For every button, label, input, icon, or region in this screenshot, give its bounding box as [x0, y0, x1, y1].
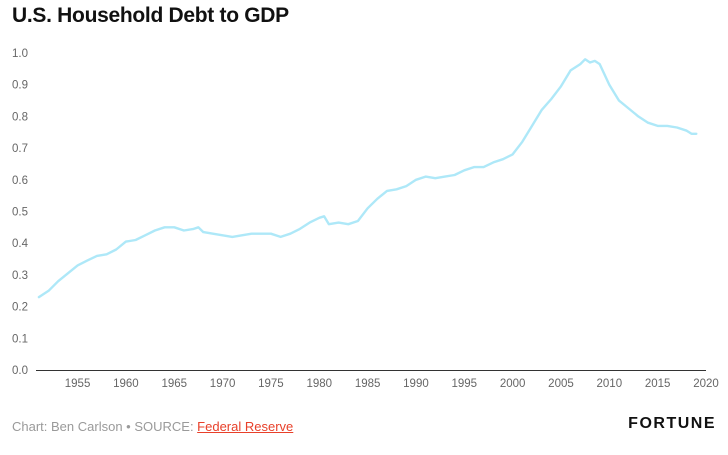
- x-tick-label: 1980: [306, 378, 332, 390]
- x-tick-label: 1975: [258, 378, 284, 390]
- x-tick-label: 1990: [403, 378, 429, 390]
- x-tick-label: 2015: [645, 378, 671, 390]
- chart-title: U.S. Household Debt to GDP: [12, 4, 289, 27]
- y-tick-label: 0.1: [12, 333, 28, 345]
- y-tick-label: 0.7: [12, 143, 28, 155]
- x-tick-label: 2020: [693, 378, 719, 390]
- y-tick-label: 0.0: [12, 365, 28, 377]
- chart-credit: Chart: Ben Carlson • SOURCE: Federal Res…: [12, 419, 293, 434]
- x-tick-label: 1965: [161, 378, 187, 390]
- y-tick-label: 0.2: [12, 302, 28, 314]
- x-tick-label: 1995: [452, 378, 478, 390]
- x-tick-label: 1955: [65, 378, 91, 390]
- y-tick-label: 0.3: [12, 270, 28, 282]
- x-tick-label: 1970: [210, 378, 236, 390]
- x-tick-label: 1960: [113, 378, 139, 390]
- fortune-logo: FORTUNE: [628, 415, 716, 432]
- source-link[interactable]: Federal Reserve: [197, 419, 294, 434]
- x-tick-label: 2005: [548, 378, 574, 390]
- x-tick-label: 2000: [500, 378, 526, 390]
- y-tick-label: 0.9: [12, 80, 28, 92]
- y-tick-label: 1.0: [12, 48, 28, 60]
- y-tick-label: 0.8: [12, 111, 28, 123]
- series-line-0: [37, 58, 698, 299]
- y-tick-label: 0.5: [12, 207, 28, 219]
- y-tick-label: 0.4: [12, 238, 29, 250]
- x-tick-label: 2010: [597, 378, 623, 390]
- y-tick-label: 0.6: [12, 175, 28, 187]
- x-tick-label: 1985: [355, 378, 381, 390]
- credit-text: Chart: Ben Carlson • SOURCE:: [12, 419, 198, 434]
